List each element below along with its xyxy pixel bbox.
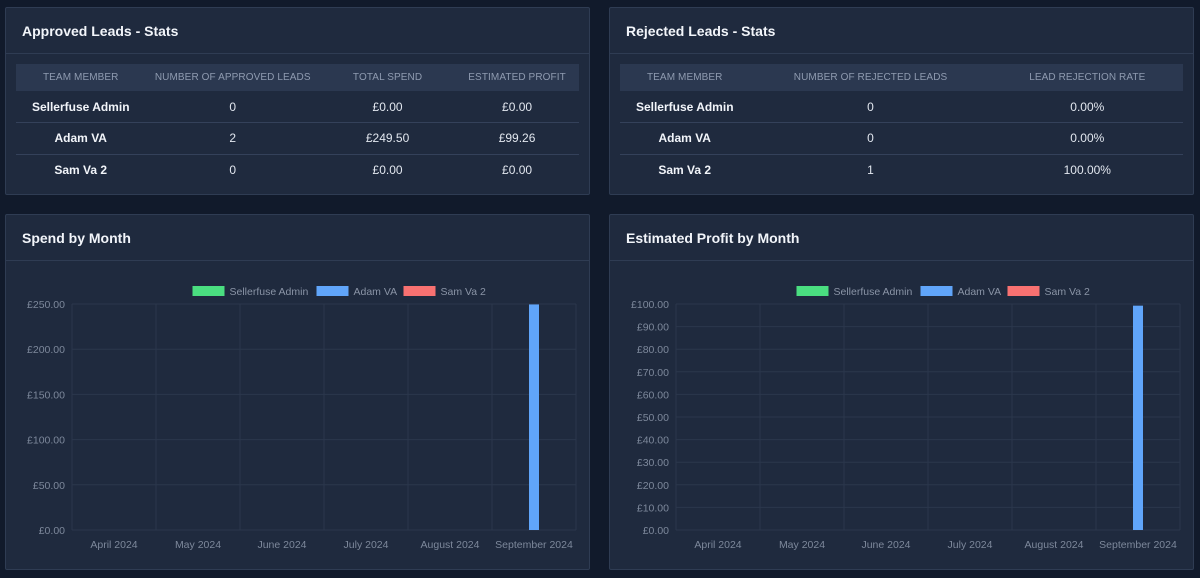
legend-swatch: [403, 286, 436, 296]
x-tick-label: May 2024: [779, 539, 825, 551]
legend-label: Sam Va 2: [1045, 286, 1090, 298]
profit-by-month-chart: Sellerfuse Admin Adam VA Sam Va 2 £0.00 £10.…: [631, 286, 1181, 551]
col-rejection-rate[interactable]: Lead Rejection Rate: [991, 64, 1183, 91]
x-tick-label: July 2024: [344, 539, 389, 551]
estimated-profit-cell: £99.26: [455, 122, 579, 155]
rejected-leads-header: Rejected Leads - Stats: [610, 8, 1193, 54]
spend-chart-title: Spend by Month: [22, 229, 131, 246]
legend-swatch: [316, 286, 349, 296]
x-tick-label: April 2024: [90, 539, 137, 551]
approved-count-cell: 0: [229, 163, 237, 177]
table-row: Sellerfuse Admin 0 £0.00 £0.00: [16, 91, 579, 123]
x-tick-label: May 2024: [175, 539, 221, 551]
total-spend-cell: £0.00: [372, 163, 403, 177]
approved-leads-header: Approved Leads - Stats: [6, 8, 589, 54]
spend-by-month-chart: Sellerfuse Admin Adam VA Sam Va 2 £0.00 £50.…: [27, 286, 577, 551]
col-total-spend[interactable]: Total Spend: [320, 64, 456, 91]
y-tick-label: £100.00: [631, 299, 669, 311]
approved-count-cell: 0: [145, 91, 320, 123]
legend-swatch: [1007, 286, 1040, 296]
rejection-rate-cell: 100.00%: [1063, 163, 1111, 177]
y-tick-label: £100.00: [27, 435, 65, 447]
table-row: Adam VA 0 0.00%: [620, 122, 1183, 155]
y-tick-label: £20.00: [637, 480, 669, 492]
chart-legend: Sellerfuse Admin Adam VA Sam Va 2: [796, 286, 1090, 298]
y-tick-label: £50.00: [637, 412, 669, 424]
approved-count-cell: 2: [145, 122, 320, 155]
team-member-cell: Adam VA: [16, 122, 146, 155]
col-rejected-leads[interactable]: Number of Rejected Leads: [749, 64, 992, 91]
table-header-row: Team Member Number of Approved Leads Tot…: [16, 64, 579, 91]
total-spend-cell: £249.50: [320, 122, 456, 155]
y-tick-label: £50.00: [33, 480, 65, 492]
rejection-rate-cell: 0.00%: [991, 91, 1183, 123]
spend-by-month-card: Spend by Month Sellerfuse Admin Adam VA Sa…: [5, 214, 590, 570]
team-member-cell: Sam Va 2: [658, 163, 712, 177]
rejection-rate-cell: 0.00%: [991, 122, 1183, 155]
col-estimated-profit[interactable]: Estimated Profit: [455, 64, 579, 91]
table-row: Sellerfuse Admin 0 0.00%: [620, 91, 1183, 123]
col-approved-leads[interactable]: Number of Approved Leads: [145, 64, 320, 91]
y-tick-label: £80.00: [637, 344, 669, 356]
legend-swatch: [192, 286, 225, 296]
col-team-member[interactable]: Team Member: [620, 64, 750, 91]
team-member-cell: Adam VA: [620, 122, 750, 155]
y-tick-label: £40.00: [637, 435, 669, 447]
y-tick-label: £30.00: [637, 457, 669, 469]
x-tick-label: September 2024: [495, 539, 573, 551]
legend-swatch: [920, 286, 953, 296]
x-tick-label: April 2024: [694, 539, 741, 551]
team-member-cell: Sellerfuse Admin: [620, 91, 750, 123]
y-tick-label: £60.00: [637, 389, 669, 401]
legend-label: Adam VA: [354, 286, 398, 298]
y-tick-label: £70.00: [637, 367, 669, 379]
table-row: Sam Va 2 1 100.00%: [620, 154, 1183, 186]
x-tick-label: August 2024: [421, 539, 480, 551]
legend-label: Sam Va 2: [441, 286, 486, 298]
rejected-count-cell: 1: [867, 163, 874, 177]
approved-leads-card: Approved Leads - Stats Team Member Numbe…: [5, 7, 590, 195]
table-header-row: Team Member Number of Rejected Leads Lea…: [620, 64, 1183, 91]
y-tick-label: £90.00: [637, 322, 669, 334]
legend-label: Sellerfuse Admin: [230, 286, 309, 298]
estimated-profit-cell: £0.00: [455, 91, 579, 123]
bar-adam-va: [1133, 305, 1143, 530]
team-member-cell: Sam Va 2: [54, 163, 108, 177]
profit-by-month-card: Estimated Profit by Month Sellerfuse Adm…: [609, 214, 1194, 570]
rejected-leads-table: Team Member Number of Rejected Leads Lea…: [620, 64, 1183, 186]
rejected-count-cell: 0: [749, 91, 992, 123]
approved-leads-title: Approved Leads - Stats: [22, 22, 179, 39]
estimated-profit-cell: £0.00: [502, 163, 533, 177]
y-tick-label: £250.00: [27, 299, 65, 311]
y-tick-label: £200.00: [27, 344, 65, 356]
approved-leads-table: Team Member Number of Approved Leads Tot…: [16, 64, 579, 186]
profit-chart-header: Estimated Profit by Month: [610, 215, 1193, 261]
legend-label: Adam VA: [958, 286, 1002, 298]
x-tick-label: June 2024: [861, 539, 910, 551]
team-member-cell: Sellerfuse Admin: [16, 91, 146, 123]
table-row: Sam Va 2 0 £0.00 £0.00: [16, 154, 579, 186]
col-team-member[interactable]: Team Member: [16, 64, 146, 91]
legend-swatch: [796, 286, 829, 296]
rejected-leads-card: Rejected Leads - Stats Team Member Numbe…: [609, 7, 1194, 195]
y-tick-label: £0.00: [39, 525, 65, 537]
bar-adam-va: [529, 304, 539, 530]
y-tick-label: £0.00: [643, 525, 669, 537]
x-tick-label: July 2024: [948, 539, 993, 551]
x-tick-label: August 2024: [1025, 539, 1084, 551]
total-spend-cell: £0.00: [320, 91, 456, 123]
rejected-leads-title: Rejected Leads - Stats: [626, 22, 776, 39]
rejected-count-cell: 0: [749, 122, 992, 155]
y-tick-label: £10.00: [637, 502, 669, 514]
legend-label: Sellerfuse Admin: [834, 286, 913, 298]
y-tick-label: £150.00: [27, 389, 65, 401]
x-tick-label: June 2024: [257, 539, 306, 551]
x-tick-label: September 2024: [1099, 539, 1177, 551]
profit-chart-title: Estimated Profit by Month: [626, 229, 800, 246]
spend-chart-header: Spend by Month: [6, 215, 589, 261]
table-row: Adam VA 2 £249.50 £99.26: [16, 122, 579, 155]
chart-legend: Sellerfuse Admin Adam VA Sam Va 2: [192, 286, 486, 298]
